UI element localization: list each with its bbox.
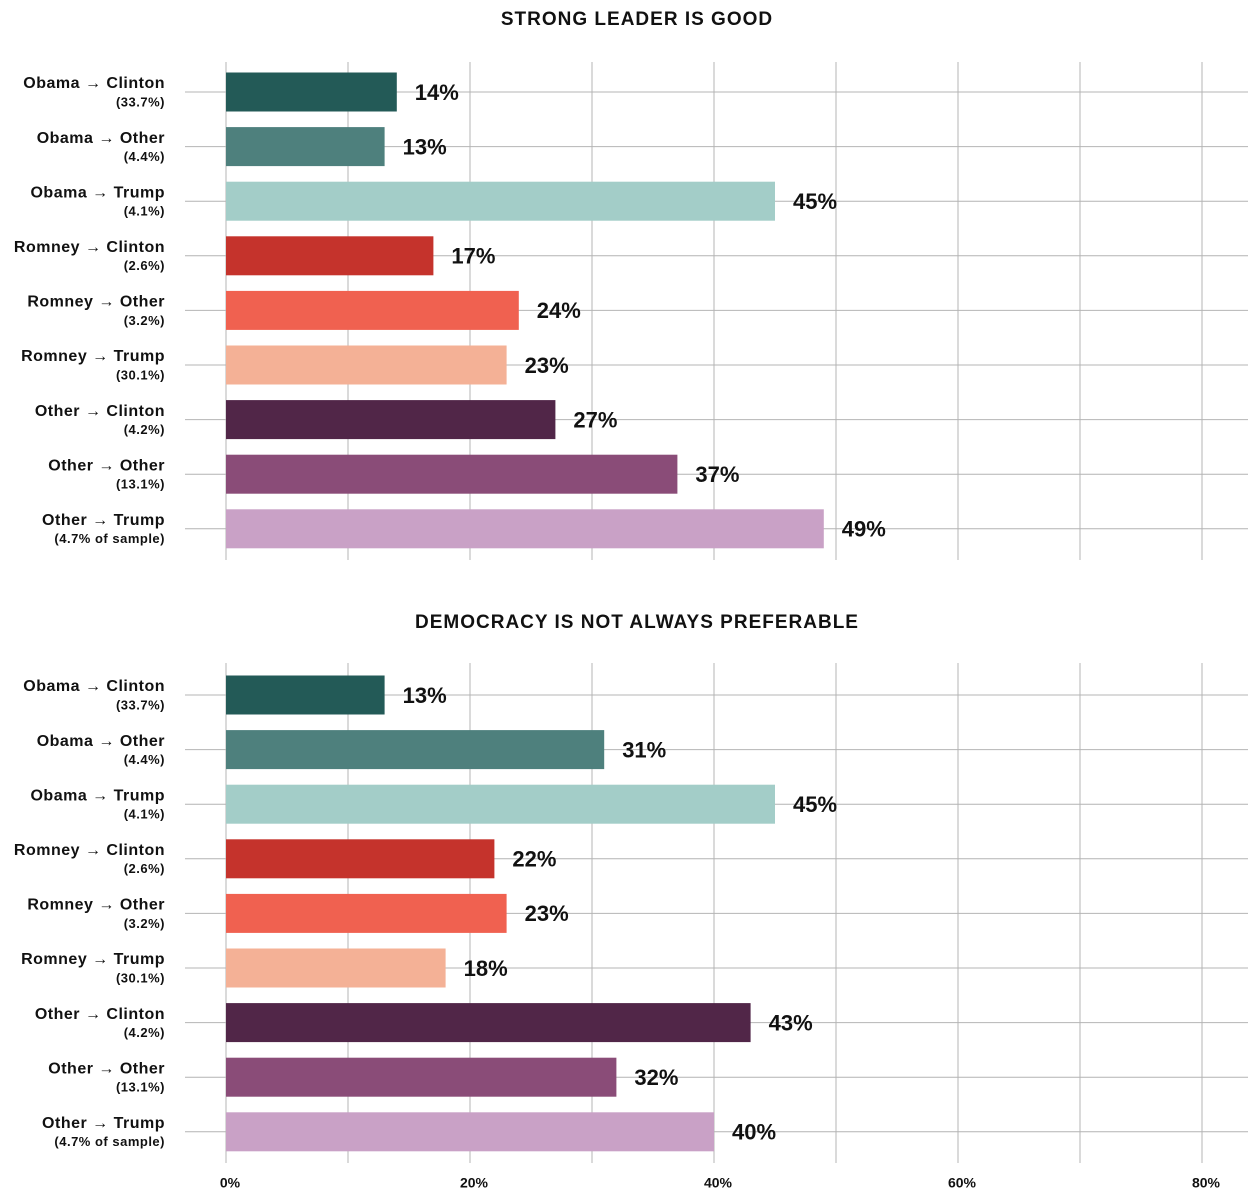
category-label: Other → Clinton (35, 1006, 165, 1023)
value-label: 43% (769, 1010, 813, 1035)
category-sublabel: (4.2%) (124, 1025, 165, 1040)
category-label: Other → Trump (42, 1115, 165, 1132)
category-sublabel: (2.6%) (124, 258, 165, 273)
category-label: Romney → Clinton (14, 239, 165, 256)
x-tick-label: 60% (948, 1175, 977, 1191)
bar (226, 839, 495, 879)
bar (226, 181, 775, 221)
category-sublabel: (30.1%) (116, 367, 165, 382)
chart-title: DEMOCRACY IS NOT ALWAYS PREFERABLE (415, 612, 859, 633)
x-tick-label: 40% (704, 1175, 733, 1191)
bar (226, 893, 507, 933)
value-label: 23% (525, 901, 569, 926)
category-label: Romney → Trump (21, 348, 165, 365)
chart-title: STRONG LEADER IS GOOD (501, 9, 773, 30)
category-sublabel: (4.4%) (124, 752, 165, 767)
bar (226, 509, 824, 549)
value-label: 45% (793, 189, 837, 214)
value-label: 13% (403, 134, 447, 159)
category-sublabel: (33.7%) (116, 697, 165, 712)
value-label: 40% (732, 1120, 776, 1145)
bar (226, 784, 775, 824)
category-label: Other → Trump (42, 512, 165, 529)
category-sublabel: (30.1%) (116, 970, 165, 985)
value-label: 27% (573, 407, 617, 432)
x-tick-label: 20% (460, 1175, 489, 1191)
category-label: Romney → Trump (21, 951, 165, 968)
value-label: 14% (415, 80, 459, 105)
value-label: 24% (537, 298, 581, 323)
value-label: 45% (793, 792, 837, 817)
bar (226, 236, 434, 276)
category-label: Other → Clinton (35, 403, 165, 420)
category-sublabel: (13.1%) (116, 1080, 165, 1095)
bar (226, 1112, 714, 1152)
category-label: Obama → Clinton (23, 75, 165, 92)
bar (226, 127, 385, 167)
value-label: 31% (622, 737, 666, 762)
bar (226, 400, 556, 440)
value-label: 23% (525, 353, 569, 378)
category-label: Obama → Trump (30, 787, 165, 804)
category-sublabel: (4.2%) (124, 422, 165, 437)
bar (226, 290, 519, 330)
value-label: 17% (451, 244, 495, 269)
category-label: Obama → Clinton (23, 678, 165, 695)
category-sublabel: (3.2%) (124, 313, 165, 328)
bar (226, 1057, 617, 1097)
category-label: Romney → Clinton (14, 842, 165, 859)
bar (226, 345, 507, 385)
value-label: 13% (403, 683, 447, 708)
category-sublabel: (4.1%) (124, 807, 165, 822)
category-sublabel: (33.7%) (116, 94, 165, 109)
category-sublabel: (3.2%) (124, 916, 165, 931)
category-label: Obama → Other (37, 130, 165, 147)
bar (226, 1003, 751, 1043)
bar (226, 948, 446, 988)
bar (226, 675, 385, 715)
bar (226, 72, 397, 112)
bar (226, 730, 605, 770)
category-label: Romney → Other (27, 897, 165, 914)
value-label: 22% (512, 847, 556, 872)
value-label: 32% (634, 1065, 678, 1090)
value-label: 18% (464, 956, 508, 981)
category-sublabel: (4.1%) (124, 204, 165, 219)
bar (226, 454, 678, 494)
category-label: Other → Other (48, 1060, 165, 1077)
x-tick-label: 0% (220, 1175, 241, 1191)
category-sublabel: (2.6%) (124, 861, 165, 876)
category-label: Obama → Trump (30, 184, 165, 201)
value-label: 49% (842, 517, 886, 542)
value-label: 37% (695, 462, 739, 487)
category-label: Other → Other (48, 457, 165, 474)
category-sublabel: (4.4%) (124, 149, 165, 164)
category-label: Obama → Other (37, 733, 165, 750)
category-label: Romney → Other (27, 294, 165, 311)
x-tick-label: 80% (1192, 1175, 1221, 1191)
category-sublabel: (13.1%) (116, 477, 165, 492)
category-sublabel: (4.7% of sample) (54, 531, 165, 546)
category-sublabel: (4.7% of sample) (54, 1134, 165, 1149)
